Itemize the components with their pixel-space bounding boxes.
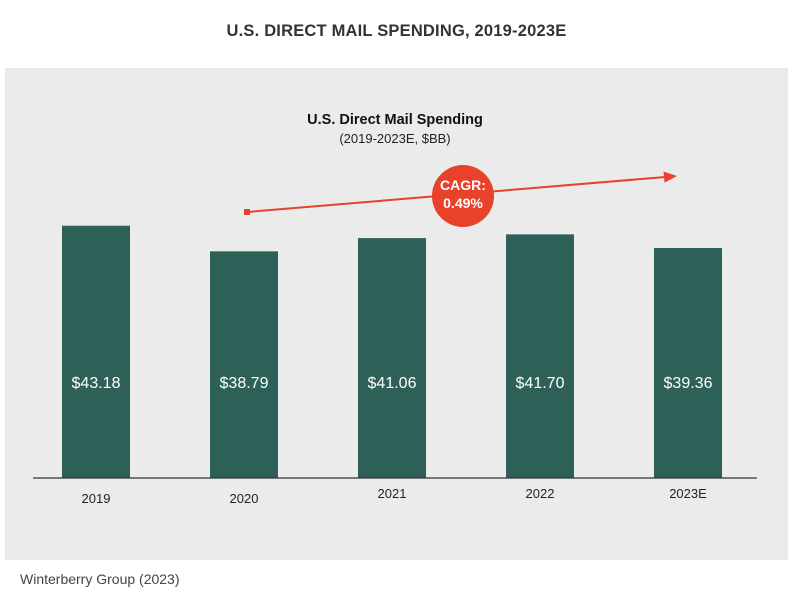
bar-chart: U.S. Direct Mail Spending (2019-2023E, $… <box>33 112 757 506</box>
cagr-value: 0.49% <box>443 195 483 211</box>
source-note: Winterberry Group (2023) <box>20 571 180 587</box>
x-axis-ticks: 2019 2020 2021 2022 2023E <box>82 486 708 506</box>
bar-value-label: $39.36 <box>664 375 713 392</box>
x-tick-label: 2020 <box>230 491 259 506</box>
x-tick-label: 2022 <box>526 486 555 501</box>
chart-title: U.S. Direct Mail Spending <box>307 112 483 128</box>
x-tick-label: 2021 <box>378 486 407 501</box>
bar-value-label: $43.18 <box>72 375 121 392</box>
bar-2023e <box>654 248 722 478</box>
page-title: U.S. DIRECT MAIL SPENDING, 2019-2023E <box>226 22 567 40</box>
x-tick-label: 2019 <box>82 491 111 506</box>
x-tick-label: 2023E <box>669 486 707 501</box>
bar-2022 <box>506 234 574 478</box>
bar-value-label: $41.70 <box>516 375 565 392</box>
cagr-annotation: CAGR: 0.49% <box>244 165 677 227</box>
chart-panel: U.S. Direct Mail Spending (2019-2023E, $… <box>5 68 788 560</box>
bar-series: $43.18 $38.79 $41.06 $41.70 $39.36 <box>62 225 722 478</box>
cagr-line-start-marker <box>244 209 250 215</box>
bar-2021 <box>358 238 426 478</box>
cagr-arrowhead <box>663 171 677 183</box>
cagr-badge <box>432 165 494 227</box>
bar-2020 <box>210 251 278 478</box>
bar-2019 <box>62 225 130 478</box>
cagr-label: CAGR: <box>440 177 486 193</box>
bar-value-label: $38.79 <box>220 375 269 392</box>
chart-subtitle: (2019-2023E, $BB) <box>339 131 450 146</box>
bar-value-label: $41.06 <box>368 375 417 392</box>
